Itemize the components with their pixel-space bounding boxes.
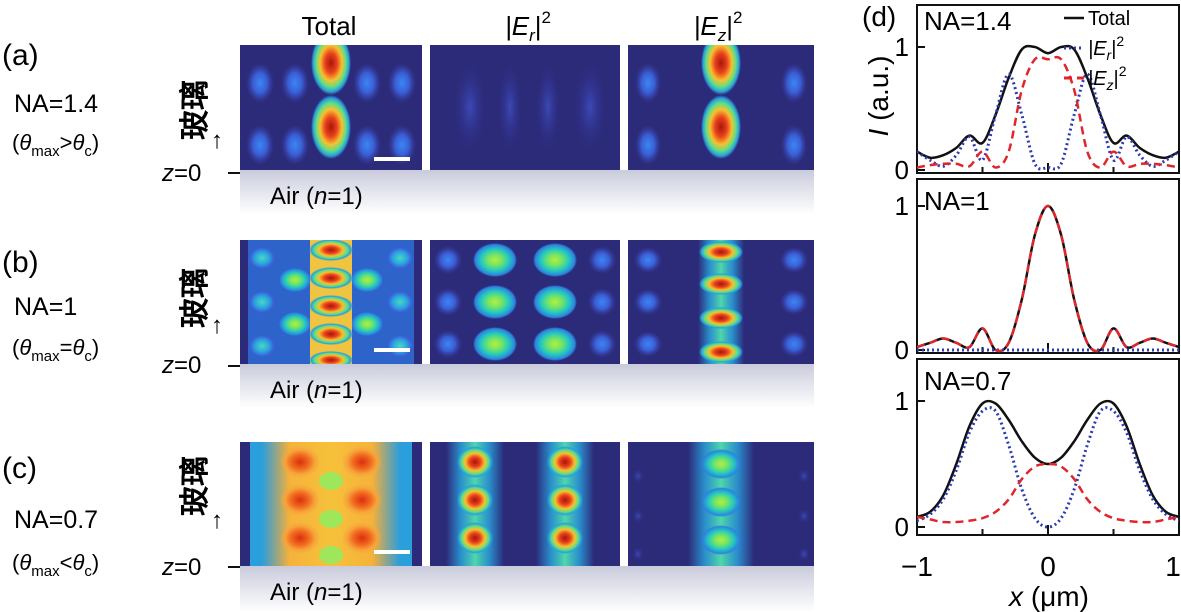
arrow-up-icon: ↑ (211, 507, 223, 534)
x-tick-label: 1 (1165, 551, 1181, 582)
panel-label-c: (c) (2, 452, 37, 485)
na-label-a: NA=1.4 (14, 90, 98, 118)
subplot-label: NA=1 (924, 186, 990, 216)
column-header-er: |Er|2 (505, 8, 551, 45)
heatmap-c-ez (628, 442, 814, 566)
line-plot-panel: (d) I (a.u.) x (μm) 0 1 NA=1.4 0 1 NA=1 0 1 NA=0… (862, 1, 1181, 612)
series-ez-line (917, 462, 1180, 524)
scale-bar-b (374, 348, 410, 352)
legend-label-er: |Er|2 (1088, 33, 1124, 63)
panel-label-d: (d) (862, 1, 896, 32)
heatmap-a-ez (628, 45, 814, 170)
heatmap-b-ez (628, 240, 814, 364)
series-ez-line (917, 204, 1180, 353)
series-er-line (917, 72, 1180, 171)
air-label-b: Air (n=1) (270, 377, 363, 404)
air-label-c: Air (n=1) (270, 579, 363, 606)
heatmap-c-er (430, 442, 620, 566)
y-tick-label: 1 (895, 32, 909, 62)
series-ez-line (917, 55, 1180, 169)
scale-bar-a (374, 157, 410, 161)
arrow-up-icon: ↑ (211, 312, 223, 339)
row-a: (a) NA=1.4 (θmax>θc) 玻璃 ↑ z=0 Air (n=1) (2, 39, 814, 214)
x-tick-label: 0 (1040, 551, 1056, 582)
subplot-1: 0 1 NA=1.4 (895, 4, 1180, 185)
subplot-2: 0 1 NA=1 (895, 178, 1180, 365)
z-zero-label-a: z=0 (161, 160, 201, 187)
air-band-b (240, 364, 814, 408)
column-header-ez: |Ez|2 (694, 8, 743, 45)
condition-label-c: (θmax<θc) (12, 550, 99, 580)
y-axis-title: I (a.u.) (863, 56, 894, 137)
heatmap-b-er (430, 240, 620, 364)
subplot-label: NA=0.7 (924, 366, 1011, 396)
z-zero-label-b: z=0 (161, 352, 201, 379)
na-label-b: NA=1 (14, 293, 77, 321)
panel-label-b: (b) (2, 246, 39, 279)
heatmap-b-total (240, 240, 422, 364)
y-tick-label: 0 (895, 512, 909, 542)
subplot-label: NA=1.4 (924, 6, 1011, 36)
heatmap-a-total (240, 45, 422, 170)
na-label-c: NA=0.7 (14, 506, 98, 534)
z-zero-label-c: z=0 (161, 554, 201, 581)
column-header-total: Total (302, 11, 357, 41)
heatmap-c-total (240, 442, 422, 566)
subplot-3: 0 1 NA=0.7 (895, 358, 1180, 542)
air-band-c (240, 566, 814, 612)
material-label-b: 玻璃 (178, 268, 212, 328)
material-label-c: 玻璃 (178, 456, 212, 516)
condition-label-b: (θmax=θc) (12, 335, 99, 365)
series-total-line (917, 204, 1180, 353)
x-tick-label: −1 (901, 551, 933, 582)
material-label-a: 玻璃 (178, 80, 212, 140)
air-band-a (240, 170, 814, 214)
x-axis-title: x (μm) (1007, 581, 1089, 612)
y-tick-label: 0 (895, 155, 909, 185)
scale-bar-c (374, 550, 410, 554)
legend: Total |Er|2 |Ez|2 (1064, 8, 1130, 93)
legend-label-ez: |Ez|2 (1088, 63, 1127, 93)
arrow-up-icon: ↑ (211, 127, 223, 154)
series-total-line (917, 399, 1180, 519)
y-tick-label: 0 (895, 335, 909, 365)
heatmap-a-er (430, 45, 620, 170)
row-b: (b) NA=1 (θmax=θc) 玻璃 ↑ z=0 Air (n=1) (2, 240, 814, 408)
air-label-a: Air (n=1) (270, 183, 363, 210)
series-total-line (917, 44, 1180, 160)
condition-label-a: (θmax>θc) (12, 130, 99, 160)
y-tick-label: 1 (895, 191, 909, 221)
legend-label-total: Total (1088, 8, 1130, 30)
y-tick-label: 1 (895, 386, 909, 416)
row-c: (c) NA=0.7 (θmax<θc) 玻璃 ↑ z=0 Air (n=1) (2, 442, 814, 612)
panel-label-a: (a) (2, 39, 39, 72)
